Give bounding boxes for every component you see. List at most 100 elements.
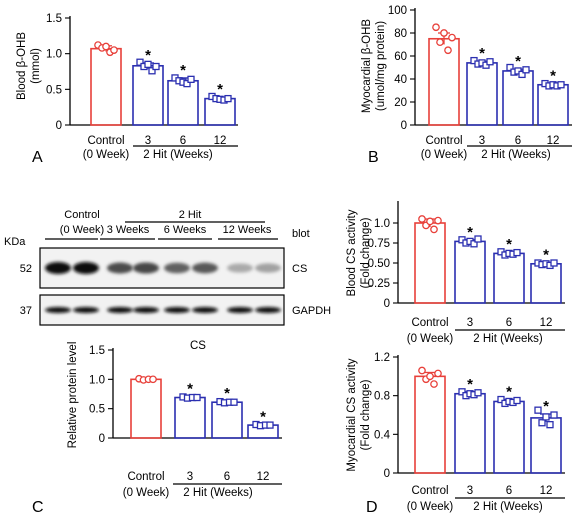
- group-label: 2 Hit (Weeks): [183, 487, 253, 499]
- data-point: [436, 38, 444, 47]
- y-axis-label: Blood β-OHB (mmol): [16, 32, 42, 100]
- data-point: [486, 58, 494, 66]
- blot-marker-label: 37: [20, 305, 32, 317]
- data-point: [193, 393, 201, 402]
- y-tick-label: 0.25: [368, 278, 390, 290]
- significance-star: *: [543, 398, 549, 415]
- x-category-label: 12: [257, 471, 270, 483]
- blot-control-label: Control: [64, 209, 99, 221]
- bar: [537, 83, 569, 126]
- x-category-label: 12: [540, 317, 553, 329]
- blot-band: [107, 262, 133, 274]
- y-tick-label: 0.50: [368, 258, 390, 270]
- data-point: [148, 67, 156, 75]
- data-point: [440, 29, 448, 37]
- data-point: [430, 225, 438, 234]
- group-label: 2 Hit (Weeks): [481, 149, 551, 161]
- panel-letter: C: [32, 499, 44, 516]
- y-tick-label: 0.5: [89, 404, 105, 416]
- control-sub-label: (0 Week): [83, 149, 130, 161]
- blot-band: [73, 307, 99, 313]
- y-axis-label-line: (Fold change): [360, 217, 372, 288]
- data-point: [522, 66, 530, 74]
- data-point: [538, 419, 546, 427]
- blot-hit-label: 2 Hit: [179, 209, 202, 221]
- blot-kda-label: KDa: [4, 236, 26, 248]
- control-sub-label: (0 Week): [421, 149, 468, 161]
- control-sub-label: (0 Week): [407, 501, 454, 513]
- data-point: [458, 388, 466, 396]
- panel-letter: D: [366, 499, 378, 516]
- x-category-label: 12: [547, 135, 560, 147]
- bar: [211, 401, 243, 439]
- x-category-label: 3: [467, 485, 473, 497]
- data-point: [550, 259, 558, 267]
- x-category-label: 6: [506, 485, 512, 497]
- y-axis-label-line: Myocardial β-OHB: [361, 19, 373, 113]
- data-point: [430, 380, 438, 388]
- blot-band: [192, 307, 218, 313]
- bar: [428, 37, 460, 126]
- y-tick-label: 40: [394, 74, 407, 86]
- bar: [414, 222, 446, 304]
- y-tick-label: 1.5: [46, 13, 62, 25]
- data-point: [266, 421, 274, 429]
- blot-weeks-label: 12 Weeks: [223, 224, 272, 236]
- significance-star: *: [260, 409, 266, 426]
- y-tick-label: 20: [394, 97, 407, 109]
- data-point: [434, 369, 442, 378]
- data-point: [418, 215, 426, 223]
- data-point: [474, 235, 482, 243]
- data-point: [110, 46, 118, 54]
- y-axis-label-line: (mmol): [30, 48, 42, 84]
- y-tick-label: 0.4: [374, 429, 391, 441]
- data-point: [557, 81, 565, 89]
- data-point: [448, 33, 456, 42]
- y-axis-label: Blood CS activity (Fold change): [346, 209, 372, 296]
- x-category-label: 3: [479, 135, 485, 147]
- bar: [174, 396, 206, 439]
- y-tick-label: 100: [388, 5, 407, 17]
- blot-band: [107, 307, 133, 313]
- bar: [167, 79, 199, 126]
- bar: [454, 392, 486, 474]
- significance-star: *: [217, 81, 223, 98]
- y-axis-label-line: Relative protein level: [67, 342, 79, 449]
- y-axis-label-line: Blood β-OHB: [16, 32, 28, 100]
- y-axis-label-line: (Fold change): [360, 379, 372, 450]
- blot-band: [164, 307, 190, 313]
- panel-letters: A B C D: [32, 149, 379, 516]
- x-category-label: 6: [515, 135, 521, 147]
- blot-band: [133, 262, 159, 274]
- data-point: [183, 79, 191, 88]
- x-category-label: Control: [411, 317, 448, 329]
- data-point: [444, 46, 452, 55]
- bar: [530, 417, 562, 474]
- data-point: [144, 60, 152, 69]
- y-tick-label: 80: [394, 28, 407, 40]
- x-category-label: 3: [467, 317, 473, 329]
- blot-control-sub-label: (0 Week): [60, 224, 104, 236]
- significance-star: *: [224, 385, 230, 402]
- data-point: [224, 94, 232, 103]
- group-label: 2 Hit (Weeks): [473, 333, 543, 345]
- blot-band: [164, 262, 190, 274]
- significance-star: *: [515, 53, 521, 70]
- y-tick-label: 60: [394, 51, 407, 63]
- significance-star: *: [479, 45, 485, 62]
- x-category-label: 12: [540, 485, 553, 497]
- data-point: [518, 70, 526, 79]
- data-point: [550, 411, 558, 419]
- y-tick-label: 0.8: [374, 391, 390, 403]
- y-tick-label: 0: [384, 298, 390, 310]
- x-category-label: 6: [506, 317, 512, 329]
- bar: [493, 400, 525, 474]
- y-tick-label: 0.75: [368, 238, 390, 250]
- y-axis-label-line: Blood CS activity: [346, 209, 358, 296]
- data-point: [187, 75, 195, 83]
- group-label: 2 Hit (Weeks): [473, 501, 543, 513]
- x-category-label: 6: [180, 135, 186, 147]
- chart-title: CS: [190, 340, 206, 352]
